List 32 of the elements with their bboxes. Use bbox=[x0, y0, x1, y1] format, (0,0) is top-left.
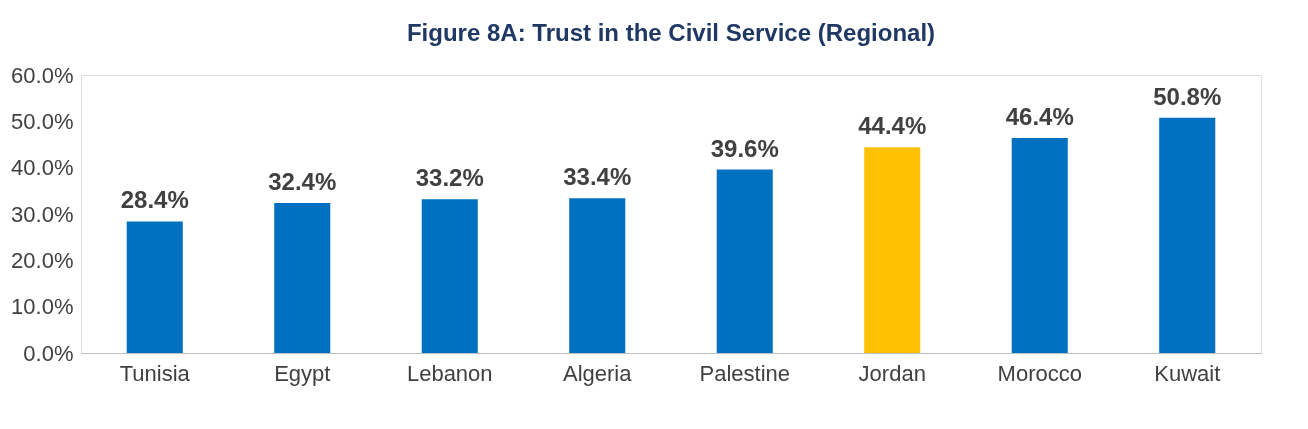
chart-title: Figure 8A: Trust in the Civil Service (Regional) bbox=[406, 19, 936, 46]
data-label: 33.4% bbox=[563, 163, 632, 191]
x-tick-label: Lebanon bbox=[406, 360, 493, 386]
x-tick-label: Algeria bbox=[563, 360, 633, 386]
y-tick-label: 10.0% bbox=[11, 294, 74, 320]
x-tick-label: Palestine bbox=[699, 360, 791, 386]
y-tick-label: 40.0% bbox=[11, 155, 74, 181]
data-label: 28.4% bbox=[120, 186, 189, 214]
y-tick-label: 50.0% bbox=[11, 108, 74, 134]
x-tick-label: Morocco bbox=[997, 360, 1082, 386]
bar bbox=[421, 199, 478, 353]
y-tick-label: 20.0% bbox=[11, 247, 74, 273]
x-tick-label: Kuwait bbox=[1154, 360, 1221, 386]
y-tick-label: 0.0% bbox=[23, 340, 74, 366]
x-tick-label: Egypt bbox=[274, 360, 331, 386]
data-label: 39.6% bbox=[710, 134, 779, 162]
x-tick-label: Tunisia bbox=[119, 360, 191, 386]
bar bbox=[864, 147, 921, 353]
bar bbox=[569, 198, 626, 353]
data-label: 46.4% bbox=[1005, 103, 1074, 131]
data-label: 33.2% bbox=[415, 164, 484, 192]
bar bbox=[1011, 138, 1068, 353]
bar bbox=[274, 202, 331, 353]
bar bbox=[126, 221, 183, 353]
y-tick-label: 60.0% bbox=[11, 62, 74, 88]
x-tick-label: Jordan bbox=[858, 360, 926, 386]
data-label: 44.4% bbox=[858, 112, 927, 140]
data-label: 32.4% bbox=[268, 167, 337, 195]
y-tick-label: 30.0% bbox=[11, 201, 74, 227]
data-label: 50.8% bbox=[1153, 82, 1222, 110]
bar bbox=[1159, 117, 1216, 353]
bar bbox=[716, 169, 773, 353]
